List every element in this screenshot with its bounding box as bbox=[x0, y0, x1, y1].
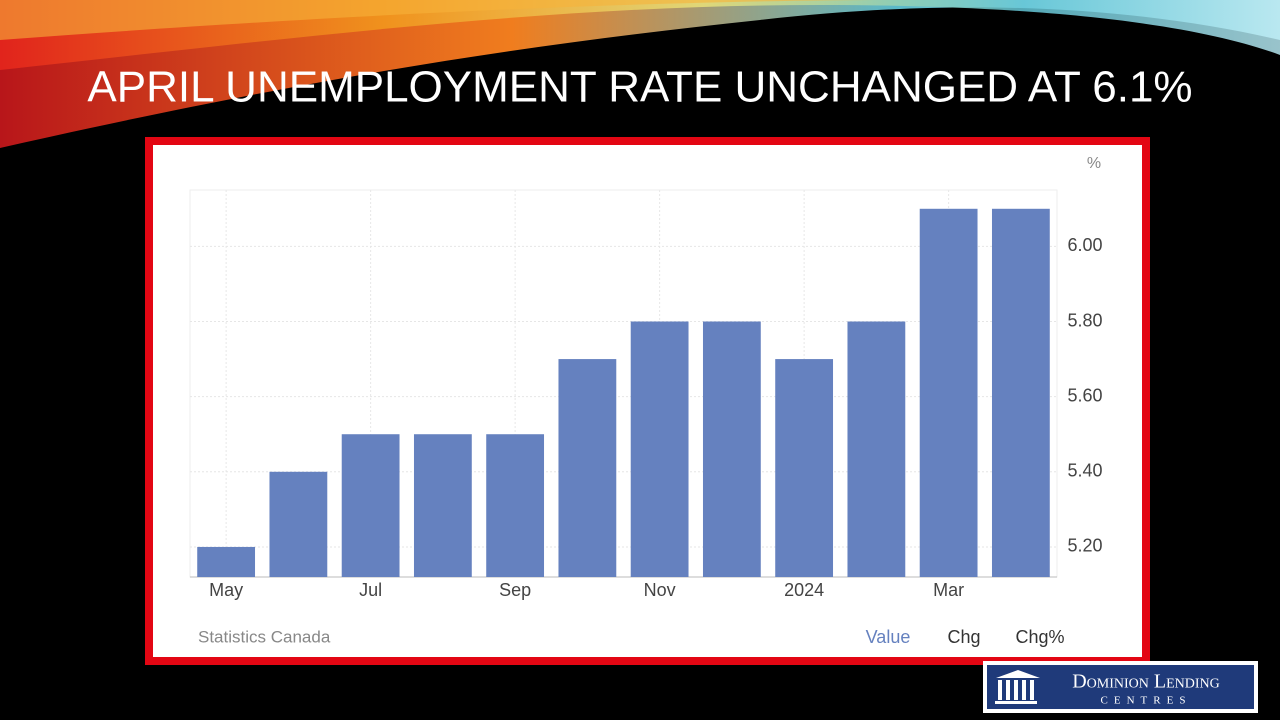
unit-label: % bbox=[1087, 155, 1101, 172]
bar bbox=[341, 434, 400, 577]
x-tick-label: Jul bbox=[359, 580, 382, 600]
x-tick-label: May bbox=[209, 580, 243, 600]
bar bbox=[269, 471, 328, 577]
tab[interactable]: Value bbox=[866, 627, 911, 647]
logo-name: Dominion Lending bbox=[1072, 671, 1220, 693]
chart: 5.20 5.40 5.60 5.80 6.00 May Jul Sep Nov 2024 Mar bbox=[189, 189, 1103, 600]
bar bbox=[775, 359, 834, 577]
source: Statistics Canada bbox=[198, 627, 331, 646]
bar bbox=[630, 321, 689, 577]
bar bbox=[991, 208, 1050, 577]
bar bbox=[558, 359, 617, 577]
bar bbox=[413, 434, 472, 577]
swoosh bbox=[0, 0, 900, 40]
bar bbox=[702, 321, 761, 577]
bar bbox=[197, 546, 256, 577]
tab[interactable]: Chg% bbox=[1015, 627, 1064, 647]
bar bbox=[847, 321, 906, 577]
x-tick-label: Mar bbox=[933, 580, 964, 600]
y-tick-label: 5.80 bbox=[1067, 310, 1102, 330]
y-tick-label: 5.60 bbox=[1067, 385, 1102, 405]
logo-subtitle: CENTRES bbox=[1101, 695, 1192, 707]
y-tick-label: 5.20 bbox=[1067, 536, 1102, 556]
x-tick-label: 2024 bbox=[784, 580, 824, 600]
slide-title: APRIL UNEMPLOYMENT RATE UNCHANGED AT 6.1… bbox=[87, 63, 1192, 112]
tab[interactable]: Chg bbox=[947, 627, 980, 647]
y-tick-label: 6.00 bbox=[1067, 235, 1102, 255]
bar bbox=[919, 208, 978, 577]
bar bbox=[486, 434, 545, 577]
y-tick-label: 5.40 bbox=[1067, 461, 1102, 481]
x-tick-label: Sep bbox=[499, 580, 531, 600]
logo-icon bbox=[995, 670, 1040, 704]
swoosh bbox=[0, 0, 1280, 148]
x-tick-label: Nov bbox=[644, 580, 676, 600]
